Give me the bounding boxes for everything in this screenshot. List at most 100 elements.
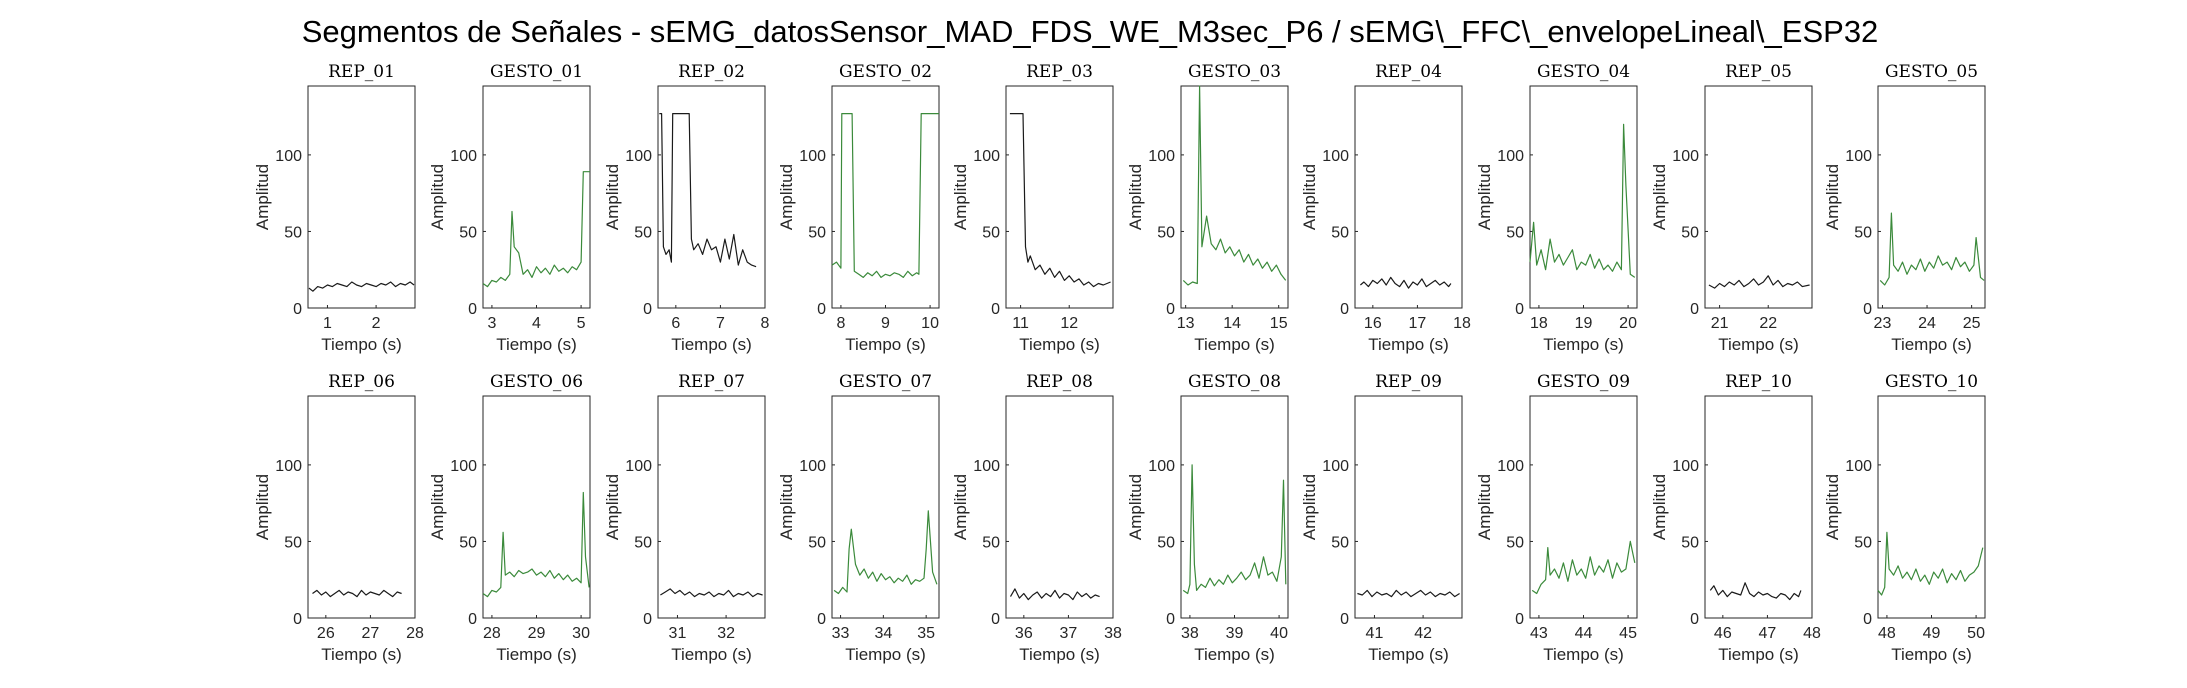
plot-area xyxy=(1354,85,1463,309)
series-line xyxy=(1877,531,1984,596)
x-tick-label: 1 xyxy=(323,315,332,332)
series-line xyxy=(312,589,402,598)
subplot-title: REP_04 xyxy=(1375,62,1442,82)
x-axis-label: Tiempo (s) xyxy=(496,335,577,354)
y-tick-label: 100 xyxy=(1845,458,1872,475)
y-tick-label: 0 xyxy=(991,301,1000,318)
subplot-title: REP_10 xyxy=(1725,372,1792,392)
x-tick-label: 50 xyxy=(1967,625,1985,642)
y-tick-label: 100 xyxy=(1672,148,1699,165)
y-axis-label: Amplitud xyxy=(253,164,272,230)
y-tick-label: 50 xyxy=(1506,224,1524,241)
plot-area xyxy=(1354,395,1463,619)
x-tick-label: 27 xyxy=(362,625,380,642)
figure-title: Segmentos de Señales - sEMG_datosSensor_… xyxy=(302,14,1879,49)
series-line xyxy=(1879,212,1985,286)
plot-area xyxy=(1529,85,1638,309)
series-line xyxy=(831,112,939,278)
y-axis-label: Amplitud xyxy=(1823,164,1842,230)
x-tick-label: 35 xyxy=(917,625,935,642)
plot-area xyxy=(1704,395,1813,619)
x-tick-label: 26 xyxy=(317,625,335,642)
x-tick-label: 34 xyxy=(874,625,892,642)
x-tick-label: 39 xyxy=(1226,625,1244,642)
series-line xyxy=(1360,276,1452,289)
x-axis-label: Tiempo (s) xyxy=(671,335,752,354)
x-tick-label: 44 xyxy=(1575,625,1593,642)
subplot-title: GESTO_01 xyxy=(490,62,583,82)
plot-area xyxy=(482,85,591,309)
x-tick-label: 25 xyxy=(1963,315,1981,332)
y-tick-label: 50 xyxy=(634,224,652,241)
subplot-title: GESTO_04 xyxy=(1537,62,1630,82)
y-axis-label: Amplitud xyxy=(603,474,622,540)
y-axis-label: Amplitud xyxy=(1650,164,1669,230)
y-tick-label: 0 xyxy=(643,611,652,628)
x-tick-label: 5 xyxy=(577,315,586,332)
y-tick-label: 0 xyxy=(1340,611,1349,628)
x-tick-label: 12 xyxy=(1060,315,1078,332)
subplot: GESTO_10 48 49 50 0 50 100 Tiempo (s) Amplitud xyxy=(1823,372,1986,664)
y-tick-label: 0 xyxy=(293,301,302,318)
y-tick-label: 50 xyxy=(284,534,302,551)
y-tick-label: 100 xyxy=(799,148,826,165)
x-tick-label: 3 xyxy=(487,315,496,332)
subplot: REP_07 31 32 0 50 100 Tiempo (s) Amplitud xyxy=(603,372,766,664)
y-tick-label: 50 xyxy=(1854,534,1872,551)
x-axis-label: Tiempo (s) xyxy=(321,335,402,354)
y-tick-label: 100 xyxy=(450,148,477,165)
y-tick-label: 50 xyxy=(459,534,477,551)
y-tick-label: 0 xyxy=(643,301,652,318)
x-axis-label: Tiempo (s) xyxy=(1891,645,1972,664)
y-tick-label: 100 xyxy=(275,458,302,475)
y-tick-label: 100 xyxy=(450,458,477,475)
x-tick-label: 28 xyxy=(406,625,424,642)
plot-area xyxy=(307,85,416,309)
x-tick-label: 42 xyxy=(1414,625,1432,642)
y-axis-label: Amplitud xyxy=(1475,164,1494,230)
subplot-title: GESTO_06 xyxy=(490,372,583,392)
y-axis-label: Amplitud xyxy=(951,164,970,230)
x-tick-label: 32 xyxy=(717,625,735,642)
plot-area xyxy=(1704,85,1813,309)
series-line xyxy=(1182,464,1287,595)
x-axis-label: Tiempo (s) xyxy=(1718,645,1799,664)
subplot: REP_03 11 12 0 50 100 Tiempo (s) Amplitud xyxy=(951,62,1114,354)
series-line xyxy=(1357,589,1460,598)
subplot: GESTO_04 18 19 20 0 50 100 Tiempo (s) Amplitud xyxy=(1475,62,1638,354)
subplot-title: REP_09 xyxy=(1375,372,1442,392)
subplot: REP_01 1 2 0 50 100 Tiempo (s) Amplitud xyxy=(253,62,416,354)
y-tick-label: 100 xyxy=(799,458,826,475)
y-tick-label: 0 xyxy=(1690,611,1699,628)
plot-area xyxy=(657,85,766,309)
y-tick-label: 50 xyxy=(1854,224,1872,241)
x-tick-label: 24 xyxy=(1918,315,1936,332)
y-axis-label: Amplitud xyxy=(1126,474,1145,540)
subplot: GESTO_06 28 29 30 0 50 100 Tiempo (s) Amplitud xyxy=(428,372,591,664)
x-tick-label: 8 xyxy=(761,315,770,332)
y-tick-label: 50 xyxy=(1681,534,1699,551)
subplot: GESTO_03 13 14 15 0 50 100 Tiempo (s) Amplitud xyxy=(1126,62,1289,354)
x-tick-label: 18 xyxy=(1453,315,1471,332)
x-tick-label: 38 xyxy=(1181,625,1199,642)
y-axis-label: Amplitud xyxy=(603,164,622,230)
x-axis-label: Tiempo (s) xyxy=(1019,335,1100,354)
subplot: REP_02 6 7 8 0 50 100 Tiempo (s) Amplitud xyxy=(603,62,770,354)
series-line xyxy=(660,588,763,598)
x-axis-label: Tiempo (s) xyxy=(1718,335,1799,354)
y-tick-label: 0 xyxy=(1166,611,1175,628)
y-tick-label: 0 xyxy=(1166,301,1175,318)
y-tick-label: 0 xyxy=(1863,611,1872,628)
y-tick-label: 50 xyxy=(1157,534,1175,551)
subplot-title: GESTO_02 xyxy=(839,62,932,82)
y-tick-label: 100 xyxy=(973,458,1000,475)
y-tick-label: 50 xyxy=(1331,534,1349,551)
subplot-title: REP_06 xyxy=(328,372,395,392)
series-line xyxy=(1708,275,1810,289)
subplot: GESTO_08 38 39 40 0 50 100 Tiempo (s) Amplitud xyxy=(1126,372,1289,664)
x-tick-label: 23 xyxy=(1874,315,1892,332)
series-line xyxy=(1529,123,1636,278)
subplot-title: REP_08 xyxy=(1026,372,1093,392)
y-tick-label: 100 xyxy=(1672,458,1699,475)
